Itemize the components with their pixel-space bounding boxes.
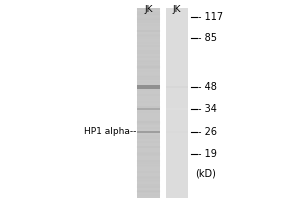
Bar [166, 86, 188, 88]
Bar [166, 8, 188, 198]
Text: - 117: - 117 [198, 12, 223, 22]
Text: JK: JK [144, 5, 153, 14]
Bar [166, 131, 188, 133]
Bar [137, 108, 160, 110]
Text: (kD): (kD) [195, 169, 216, 179]
Text: - 48: - 48 [198, 82, 217, 92]
Text: - 26: - 26 [198, 127, 217, 137]
Bar [137, 85, 160, 89]
Text: - 34: - 34 [198, 104, 217, 114]
Text: HP1 alpha--: HP1 alpha-- [84, 128, 136, 136]
Text: JK: JK [173, 5, 181, 14]
Bar [137, 8, 160, 198]
Text: - 85: - 85 [198, 33, 217, 43]
Bar [166, 108, 188, 110]
Bar [137, 131, 160, 133]
Text: - 19: - 19 [198, 149, 217, 159]
